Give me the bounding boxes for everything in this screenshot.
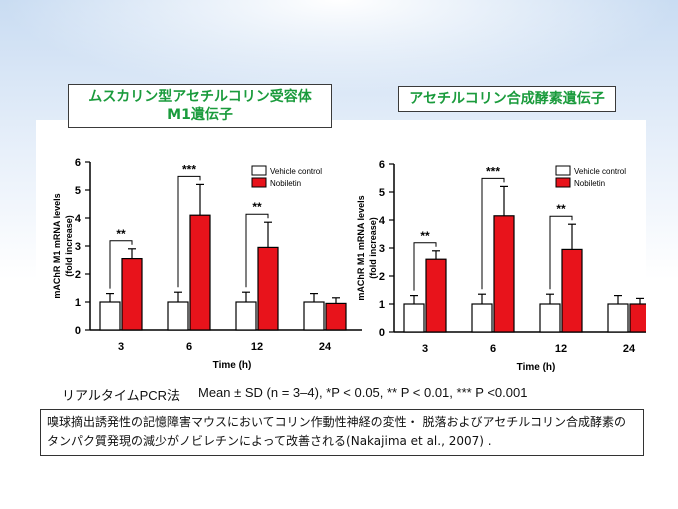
legend-swatch [555, 165, 571, 176]
y-tick-label: 3 [75, 241, 81, 253]
y-axis-label: mAChR M1 mRNA levels [52, 193, 62, 298]
y-tick-label: 1 [75, 297, 81, 309]
bar-nobiletin [561, 248, 583, 333]
significance-bracket [177, 175, 201, 288]
y-tick-label: 0 [379, 327, 385, 339]
legend-swatch [555, 177, 571, 188]
background-glow [0, 0, 678, 95]
x-tick-label: 3 [118, 341, 124, 353]
legend-swatch [251, 165, 267, 176]
legend-label: Vehicle control [270, 167, 322, 176]
x-tick-label: 6 [186, 341, 192, 353]
bar-nobiletin [493, 215, 515, 333]
y-tick-label: 3 [379, 243, 385, 255]
bar-nobiletin [325, 302, 347, 331]
bar-vehicle-control [99, 301, 121, 331]
legend-label: Nobiletin [270, 179, 301, 188]
bar-vehicle-control [539, 303, 561, 333]
significance-bracket [109, 240, 133, 289]
bar-nobiletin [629, 303, 651, 333]
left-title-line2: M1遺伝子 [167, 107, 233, 123]
significance-label: ** [252, 200, 262, 214]
method-label: リアルタイムPCR法 [62, 388, 181, 403]
bar-vehicle-control [403, 303, 425, 333]
bar-vehicle-control [471, 303, 493, 333]
legend-label: Vehicle control [574, 167, 626, 176]
summary-note: 嗅球摘出誘発性の記憶障害マウスにおいてコリン作動性神経の変性・ 脱落およびアセチ… [40, 409, 644, 456]
legend-swatch [251, 177, 267, 188]
left-chart-title: ムスカリン型アセチルコリン受容体 M1遺伝子 [68, 84, 332, 128]
x-tick-label: 12 [251, 341, 263, 353]
significance-label: ** [556, 202, 566, 216]
bar-nobiletin [425, 258, 447, 333]
y-tick-label: 5 [379, 187, 385, 199]
right-chart-title: アセチルコリン合成酵素遺伝子 [398, 86, 616, 112]
legend-label: Nobiletin [574, 179, 605, 188]
y-tick-label: 0 [75, 325, 81, 337]
y-tick-label: 2 [75, 269, 81, 281]
bar-vehicle-control [167, 301, 189, 331]
y-axis-label: mAChR M1 mRNA levels [356, 195, 366, 300]
significance-bracket [413, 242, 437, 291]
left-title-line1: ムスカリン型アセチルコリン受容体 [88, 89, 312, 105]
y-tick-label: 6 [379, 159, 385, 171]
x-tick-label: 12 [555, 343, 567, 355]
significance-label: ** [116, 227, 126, 241]
y-axis-label: (fold increase) [64, 215, 74, 277]
x-tick-label: 24 [319, 341, 332, 353]
bar-vehicle-control [235, 301, 257, 331]
chart-panel: 0 1 2 3 4 5 6 mAChR M1 mRNA levels (fold increas… [36, 120, 666, 380]
bar-nobiletin [257, 246, 279, 331]
y-tick-label: 4 [75, 213, 82, 225]
y-tick-label: 6 [75, 157, 81, 169]
y-tick-label: 4 [379, 215, 386, 227]
x-axis-label: Time (h) [517, 362, 556, 373]
right-title: アセチルコリン合成酵素遺伝子 [409, 91, 605, 107]
y-tick-label: 2 [379, 271, 385, 283]
stats-label: Mean ± SD (n = 3–4), *P < 0.05, ** P < 0… [198, 385, 528, 400]
significance-label: *** [182, 162, 196, 176]
significance-bracket [549, 215, 573, 290]
y-tick-label: 1 [379, 299, 385, 311]
y-tick-label: 5 [75, 185, 81, 197]
y-axis-label: (fold increase) [368, 217, 378, 279]
significance-label: ** [420, 229, 430, 243]
x-axis-label: Time (h) [213, 360, 252, 371]
significance-label: *** [486, 164, 500, 178]
bar-vehicle-control [303, 301, 325, 331]
x-tick-label: 3 [422, 343, 428, 355]
significance-bracket [481, 177, 505, 290]
bar-nobiletin [189, 214, 211, 331]
significance-bracket [245, 213, 269, 288]
bar-nobiletin [121, 258, 143, 331]
bar-vehicle-control [607, 303, 629, 333]
x-tick-label: 6 [490, 343, 496, 355]
x-tick-label: 24 [623, 343, 636, 355]
